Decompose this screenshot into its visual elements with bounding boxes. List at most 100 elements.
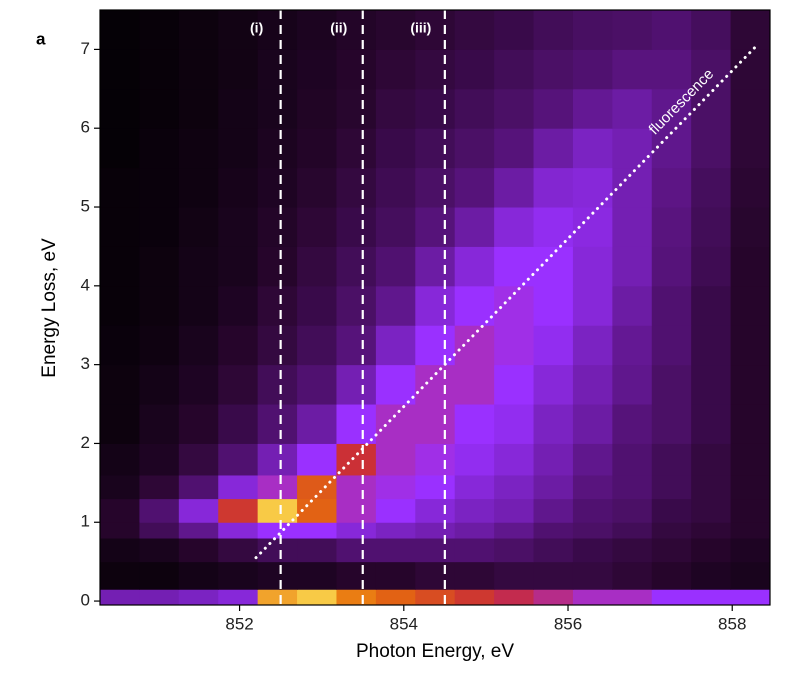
heatmap-cell <box>572 88 613 129</box>
heatmap-cell <box>100 285 140 326</box>
heatmap-cell <box>691 404 732 444</box>
heatmap-cell <box>730 246 771 287</box>
heatmap-cell <box>533 128 574 169</box>
heatmap-cell <box>336 364 377 405</box>
heatmap-cell <box>494 364 535 405</box>
fluorescence-line <box>254 43 759 560</box>
marker-label: (i) <box>250 20 263 36</box>
heatmap-cell <box>651 207 692 247</box>
heatmap-cell <box>572 404 613 444</box>
heatmap-cell <box>297 404 337 444</box>
heatmap-cell <box>691 10 732 50</box>
heatmap-cell <box>336 325 377 366</box>
heatmap-cell <box>257 443 298 476</box>
heatmap-cell <box>730 589 771 606</box>
heatmap-cell <box>533 589 574 606</box>
heatmap-cell <box>297 167 337 208</box>
heatmap-cell <box>730 10 771 50</box>
heatmap-cell <box>651 49 692 90</box>
heatmap-cell <box>218 167 259 208</box>
heatmap-cell <box>375 325 416 366</box>
heatmap-cell <box>612 88 653 129</box>
heatmap-cell <box>100 538 140 563</box>
heatmap-cell <box>651 498 692 523</box>
heatmap-cell <box>297 246 337 287</box>
heatmap-cell <box>454 538 495 563</box>
y-axis-label: Energy Loss, eV <box>39 238 60 378</box>
heatmap-cell <box>730 285 771 326</box>
heatmap-cell <box>454 522 495 539</box>
heatmap-cell <box>297 10 337 50</box>
heatmap-cell <box>454 246 495 287</box>
heatmap-cell <box>533 561 574 590</box>
heatmap-cell <box>100 128 140 169</box>
heatmap-cell <box>139 325 180 366</box>
y-tick-label: 6 <box>81 118 90 137</box>
heatmap-cell <box>415 167 456 208</box>
heatmap-cell <box>533 498 574 523</box>
heatmap-cell <box>651 325 692 366</box>
heatmap-cell <box>415 49 456 90</box>
heatmap-cell <box>297 49 337 90</box>
heatmap-cell <box>375 246 416 287</box>
heatmap-cell <box>730 167 771 208</box>
heatmap-cell <box>415 325 456 366</box>
heatmap-cell <box>375 498 416 523</box>
heatmap-cell <box>178 88 219 129</box>
heatmap-cell <box>572 246 613 287</box>
heatmap-cell <box>494 10 535 50</box>
heatmap-cell <box>691 538 732 563</box>
heatmap-cell <box>297 364 337 405</box>
heatmap-cell <box>218 364 259 405</box>
heatmap-cell <box>100 325 140 366</box>
heatmap-cell <box>100 404 140 444</box>
heatmap-cell <box>494 207 535 247</box>
heatmap-cell <box>257 285 298 326</box>
heatmap-cell <box>257 538 298 563</box>
heatmap-cell <box>375 404 416 444</box>
heatmap-cell <box>691 207 732 247</box>
heatmap-cell <box>691 498 732 523</box>
heatmap-cell <box>494 128 535 169</box>
heatmap-cell <box>533 10 574 50</box>
heatmap-cell <box>415 128 456 169</box>
heatmap-cell <box>454 474 495 500</box>
heatmap-cell <box>494 561 535 590</box>
heatmap-cell <box>139 10 180 50</box>
heatmap-cell <box>336 498 377 523</box>
heatmap-cell <box>730 474 771 500</box>
heatmap-cell <box>415 474 456 500</box>
heatmap-cell <box>139 589 180 606</box>
heatmap-cell <box>100 49 140 90</box>
heatmap-cell <box>454 285 495 326</box>
heatmap-cell <box>218 88 259 129</box>
heatmap-cell <box>691 88 732 129</box>
heatmap-cell <box>178 128 219 169</box>
heatmap-cell <box>336 285 377 326</box>
heatmap-cell <box>730 498 771 523</box>
heatmap-cell <box>691 246 732 287</box>
heatmap-cell <box>454 443 495 476</box>
heatmap-cell <box>651 443 692 476</box>
heatmap-cell <box>218 522 259 539</box>
heatmap-cell <box>533 49 574 90</box>
heatmap-cell <box>218 561 259 590</box>
heatmap-cell <box>139 49 180 90</box>
heatmap-cell <box>218 498 259 523</box>
heatmap-cell <box>730 538 771 563</box>
heatmap-cell <box>651 246 692 287</box>
heatmap-cell <box>415 88 456 129</box>
heatmap-cell <box>375 538 416 563</box>
heatmap-cell <box>533 88 574 129</box>
heatmap-cell <box>651 364 692 405</box>
heatmap-cell <box>612 404 653 444</box>
heatmap-cell <box>178 10 219 50</box>
heatmap-cell <box>454 589 495 606</box>
heatmap-cell <box>533 443 574 476</box>
heatmap-cell <box>336 538 377 563</box>
heatmap-cell <box>572 128 613 169</box>
heatmap-cell <box>572 325 613 366</box>
heatmap-cell <box>375 364 416 405</box>
heatmap-cell <box>257 498 298 523</box>
